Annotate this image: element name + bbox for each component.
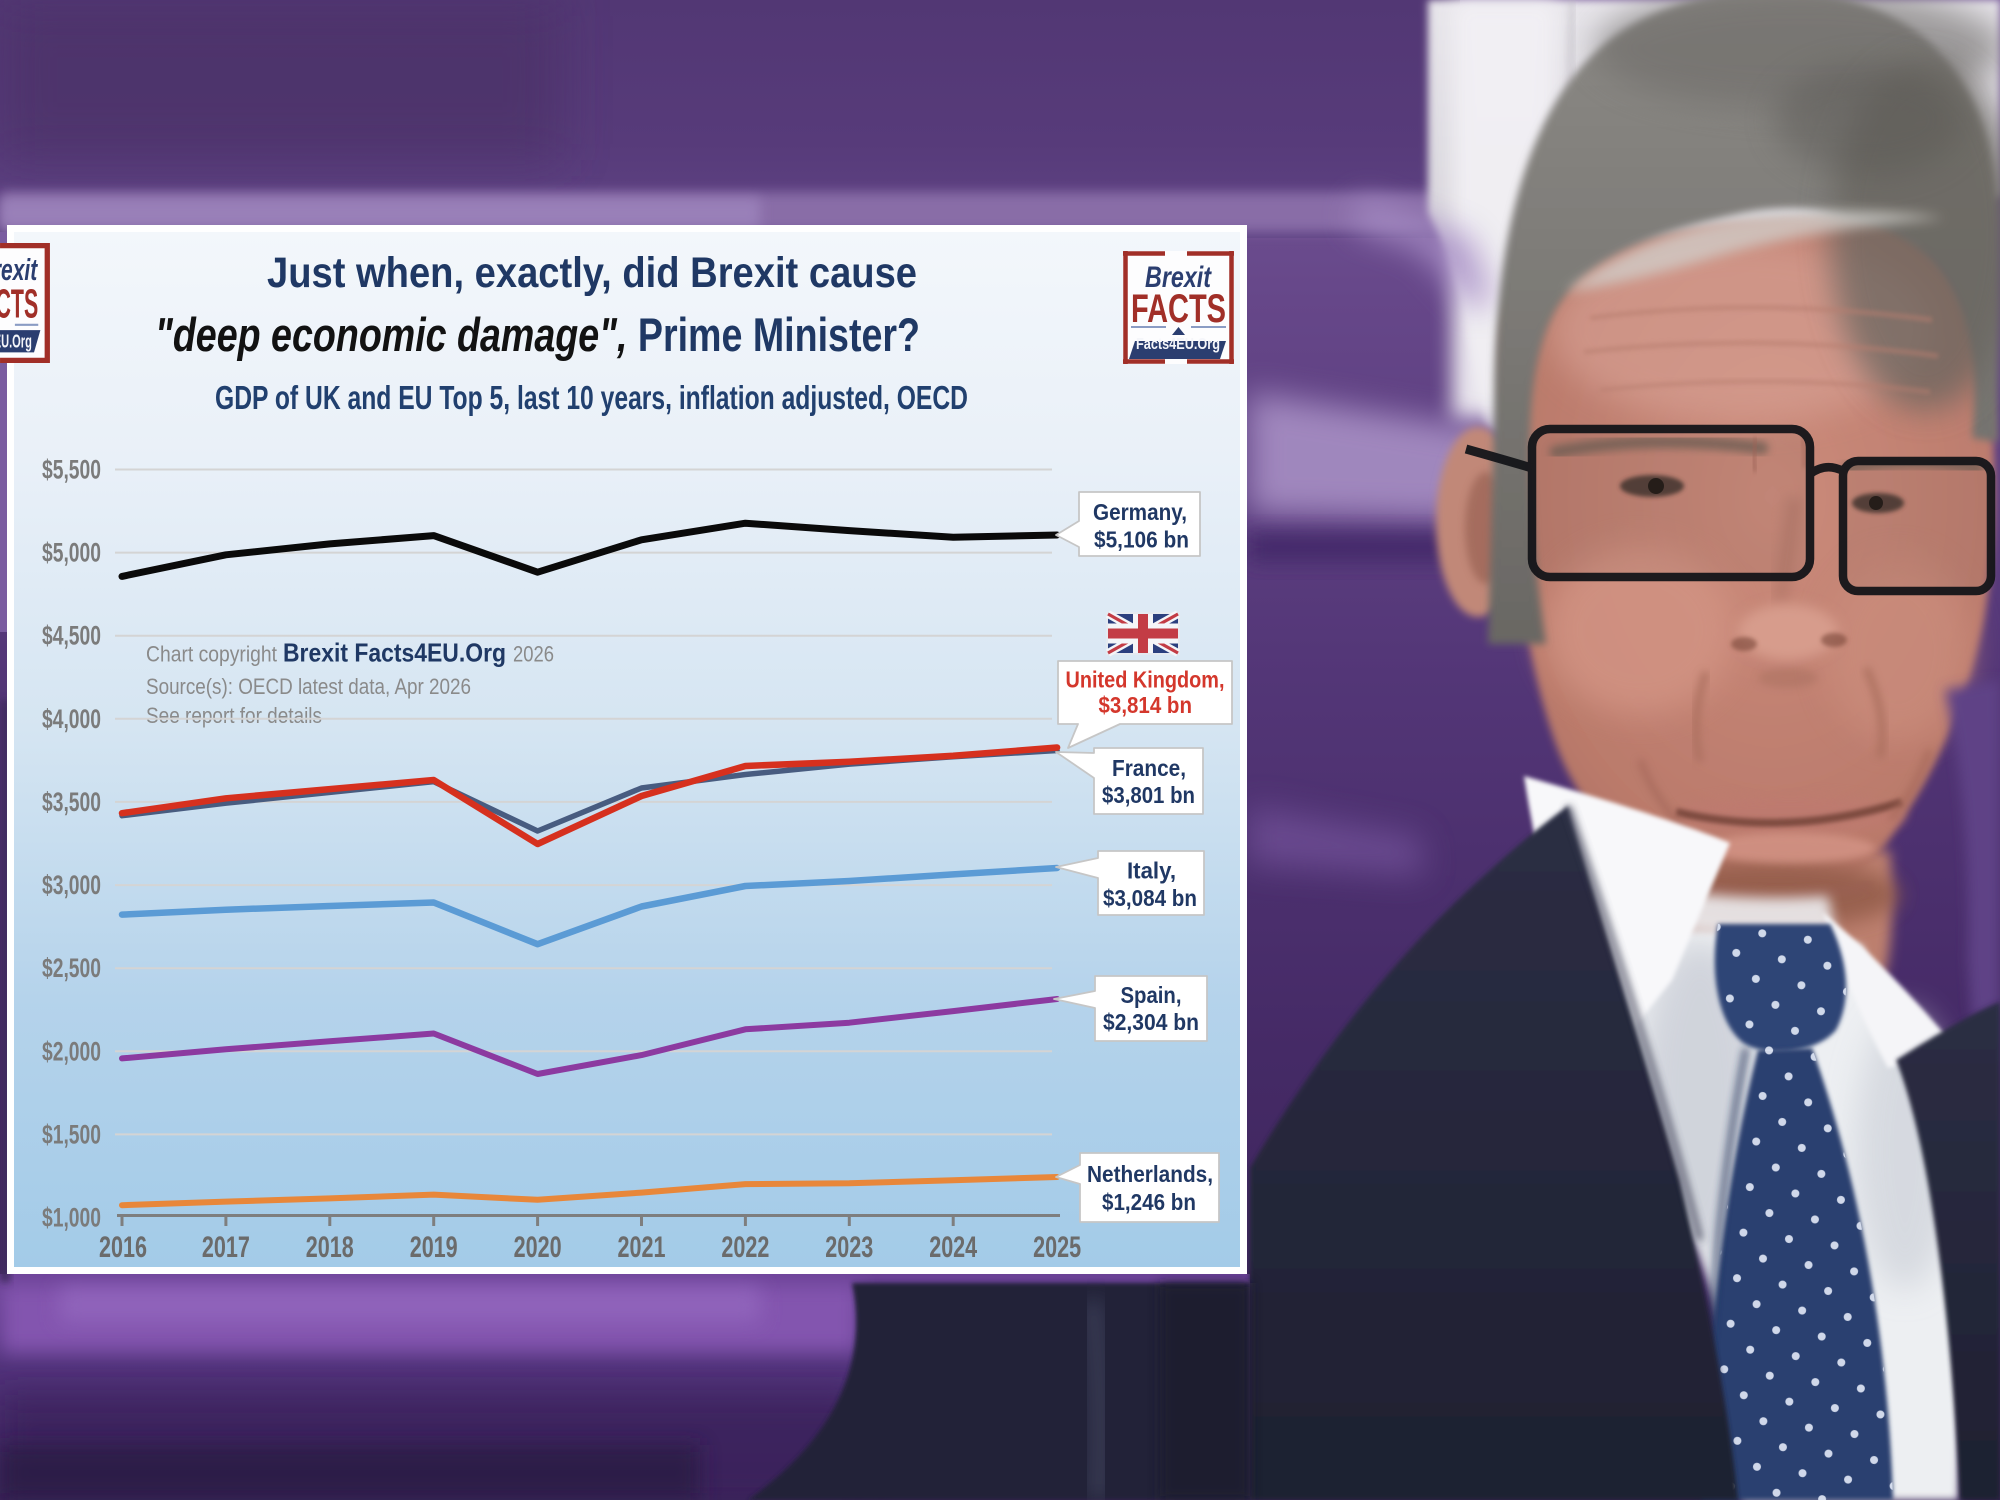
svg-text:Italy,: Italy, [1127,858,1176,884]
svg-text:$1,000: $1,000 [42,1203,101,1233]
svg-text:FACTS: FACTS [1131,287,1226,331]
svg-text:2020: 2020 [514,1231,562,1264]
svg-text:$4,000: $4,000 [42,704,101,734]
svg-text:Netherlands,: Netherlands, [1087,1161,1213,1187]
svg-text:Chart copyright: Chart copyright [146,642,277,667]
svg-text:Source(s): OECD latest data, A: Source(s): OECD latest data, Apr 2026 [146,674,471,699]
svg-text:2019: 2019 [410,1231,458,1264]
svg-text:See report for details: See report for details [146,703,322,728]
svg-text:"deep economic damage", Prime: "deep economic damage", Prime Minister? [155,308,920,361]
svg-text:Germany,: Germany, [1093,499,1187,525]
svg-text:$3,000: $3,000 [42,870,101,900]
svg-text:$2,304 bn: $2,304 bn [1103,1009,1199,1035]
svg-text:2025: 2025 [1033,1231,1081,1264]
svg-text:Facts4EU.Org: Facts4EU.Org [1136,336,1220,353]
svg-text:GDP of UK and EU Top 5, last 1: GDP of UK and EU Top 5, last 10 years, i… [215,379,968,416]
svg-text:$5,000: $5,000 [42,538,101,568]
svg-text:$3,801 bn: $3,801 bn [1102,782,1195,808]
svg-text:$3,500: $3,500 [42,787,101,817]
svg-text:2018: 2018 [306,1231,354,1264]
svg-text:2023: 2023 [825,1231,873,1264]
svg-text:$4,500: $4,500 [42,621,101,651]
svg-text:$2,500: $2,500 [42,953,101,983]
svg-text:FACTS: FACTS [0,280,38,326]
svg-text:Brexit Facts4EU.Org: Brexit Facts4EU.Org [283,638,506,668]
svg-text:2026: 2026 [513,642,554,667]
svg-text:$1,500: $1,500 [42,1119,101,1149]
svg-text:$5,106 bn: $5,106 bn [1094,527,1189,553]
svg-text:2022: 2022 [721,1231,769,1264]
svg-text:$2,000: $2,000 [42,1036,101,1066]
svg-text:Brexit: Brexit [1145,261,1213,294]
svg-text:$1,246 bn: $1,246 bn [1102,1189,1196,1215]
svg-text:2017: 2017 [202,1231,250,1264]
svg-text:$5,500: $5,500 [42,455,101,485]
svg-text:$3,814 bn: $3,814 bn [1099,692,1193,718]
svg-text:Spain,: Spain, [1121,982,1182,1008]
svg-text:France,: France, [1112,755,1186,781]
svg-text:Brexit: Brexit [0,252,38,287]
svg-text:United Kingdom,: United Kingdom, [1066,667,1225,693]
svg-text:2021: 2021 [618,1231,666,1264]
svg-text:Facts4EU.Org: Facts4EU.Org [0,332,32,352]
svg-text:2016: 2016 [99,1231,147,1264]
svg-text:$3,084 bn: $3,084 bn [1103,885,1197,911]
svg-text:2024: 2024 [929,1231,977,1264]
svg-text:Just when, exactly, did Brexit: Just when, exactly, did Brexit cause [267,249,917,297]
